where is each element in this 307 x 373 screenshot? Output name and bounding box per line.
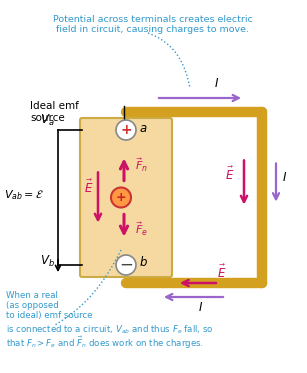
Text: $V_{ab} = \mathcal{E}$: $V_{ab} = \mathcal{E}$ <box>4 189 44 203</box>
Text: $\vec{F}_e$: $\vec{F}_e$ <box>135 221 148 238</box>
Text: b: b <box>140 257 147 270</box>
Text: +: + <box>120 123 132 137</box>
Text: $\vec{F}_n$: $\vec{F}_n$ <box>135 157 148 174</box>
Text: Potential across terminals creates electric
field in circuit, causing charges to: Potential across terminals creates elect… <box>53 15 253 34</box>
Text: is connected to a circuit, $V_{ab}$ and thus $F_e$ fall, so: is connected to a circuit, $V_{ab}$ and … <box>6 323 214 335</box>
Text: $\vec{E}$: $\vec{E}$ <box>225 166 234 183</box>
Text: $V_b$: $V_b$ <box>40 253 55 269</box>
Text: +: + <box>116 191 126 204</box>
Text: Ideal emf
source: Ideal emf source <box>30 101 79 123</box>
Text: to ideal) emf source: to ideal) emf source <box>6 311 92 320</box>
Circle shape <box>116 255 136 275</box>
Text: $V_a$: $V_a$ <box>41 113 55 128</box>
FancyBboxPatch shape <box>80 118 172 277</box>
Text: $\vec{E}$: $\vec{E}$ <box>84 179 93 196</box>
Text: $I$: $I$ <box>282 171 287 184</box>
Text: $I$: $I$ <box>214 77 220 90</box>
Text: a: a <box>140 122 147 135</box>
Text: (as opposed: (as opposed <box>6 301 59 310</box>
Text: $\vec{E}$: $\vec{E}$ <box>217 263 226 280</box>
Text: When a real: When a real <box>6 291 58 300</box>
Circle shape <box>116 120 136 140</box>
Text: −: − <box>119 256 133 274</box>
Text: $I$: $I$ <box>198 301 204 314</box>
Text: that $F_n > F_e$ and $\vec{F}_n$ does work on the charges.: that $F_n > F_e$ and $\vec{F}_n$ does wo… <box>6 335 204 351</box>
Circle shape <box>111 188 131 207</box>
